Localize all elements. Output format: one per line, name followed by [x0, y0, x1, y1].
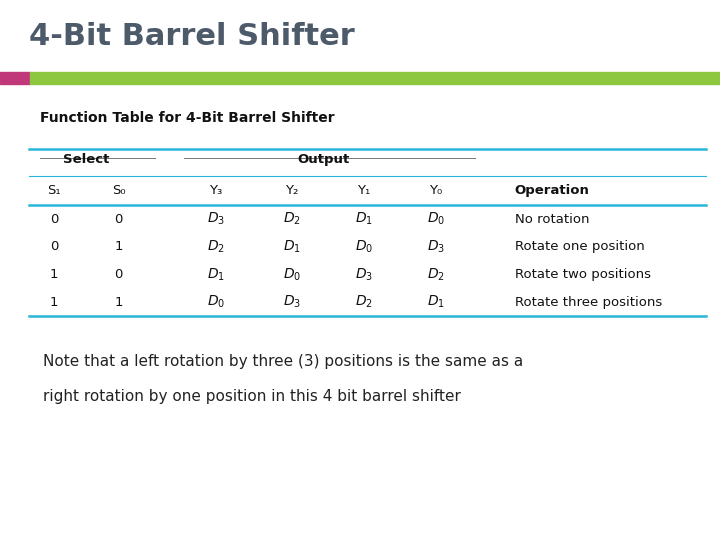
Text: Select: Select — [63, 153, 109, 166]
Text: $D_3$: $D_3$ — [354, 266, 373, 282]
Text: $D_0$: $D_0$ — [282, 266, 301, 282]
Text: $D_1$: $D_1$ — [427, 294, 444, 310]
Text: right rotation by one position in this 4 bit barrel shifter: right rotation by one position in this 4… — [43, 389, 461, 404]
Text: $D_1$: $D_1$ — [355, 211, 372, 227]
Text: Function Table for 4-Bit Barrel Shifter: Function Table for 4-Bit Barrel Shifter — [40, 111, 334, 125]
Text: Note that a left rotation by three (3) positions is the same as a: Note that a left rotation by three (3) p… — [43, 354, 523, 369]
Text: Y₂: Y₂ — [285, 184, 298, 197]
Text: Rotate two positions: Rotate two positions — [515, 268, 651, 281]
Text: Rotate one position: Rotate one position — [515, 240, 644, 253]
Text: 0: 0 — [114, 213, 123, 226]
Text: $D_1$: $D_1$ — [207, 266, 225, 282]
Text: Operation: Operation — [515, 184, 590, 197]
Text: $D_0$: $D_0$ — [354, 239, 373, 255]
Text: $D_3$: $D_3$ — [207, 211, 225, 227]
Text: $D_2$: $D_2$ — [427, 266, 444, 282]
Text: 1: 1 — [50, 295, 58, 308]
Text: Output: Output — [298, 153, 350, 166]
Bar — [0, 72, 30, 84]
Text: $D_2$: $D_2$ — [207, 239, 225, 255]
Text: $D_3$: $D_3$ — [426, 239, 445, 255]
Text: $D_0$: $D_0$ — [207, 294, 225, 310]
Text: 0: 0 — [50, 213, 58, 226]
Text: $D_3$: $D_3$ — [282, 294, 301, 310]
Text: Rotate three positions: Rotate three positions — [515, 295, 662, 308]
Text: Y₁: Y₁ — [357, 184, 370, 197]
Text: $D_2$: $D_2$ — [283, 211, 300, 227]
Text: $D_2$: $D_2$ — [355, 294, 372, 310]
Text: 0: 0 — [114, 268, 123, 281]
Text: No rotation: No rotation — [515, 213, 589, 226]
Text: S₁: S₁ — [48, 184, 60, 197]
Text: $D_1$: $D_1$ — [283, 239, 300, 255]
Text: 1: 1 — [50, 268, 58, 281]
Text: Y₀: Y₀ — [429, 184, 442, 197]
Text: $D_0$: $D_0$ — [426, 211, 445, 227]
Text: 1: 1 — [114, 295, 123, 308]
Bar — [30, 72, 720, 84]
Text: S₀: S₀ — [112, 184, 125, 197]
Text: 4-Bit Barrel Shifter: 4-Bit Barrel Shifter — [29, 22, 354, 51]
Text: 1: 1 — [114, 240, 123, 253]
Text: Y₃: Y₃ — [210, 184, 222, 197]
Text: 0: 0 — [50, 240, 58, 253]
